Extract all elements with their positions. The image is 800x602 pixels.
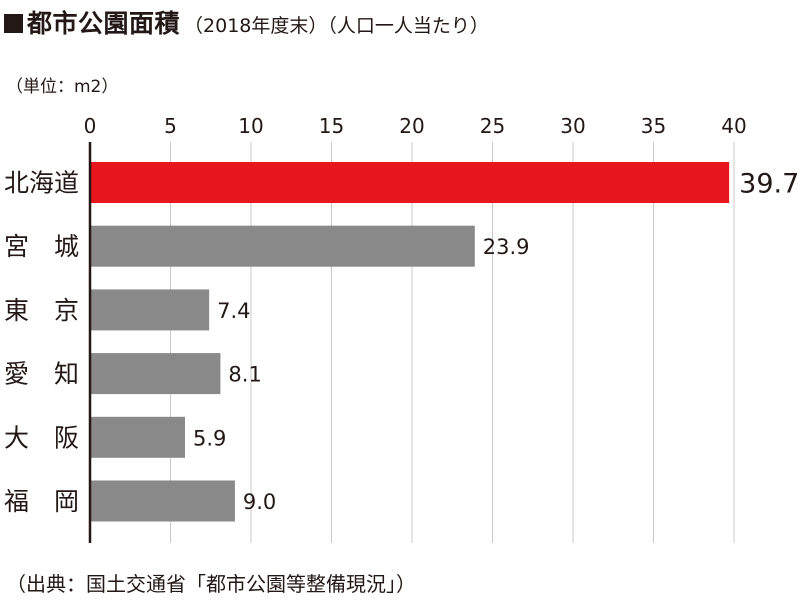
x-tick-label-3: 15 bbox=[319, 114, 344, 138]
x-tick-label-5: 25 bbox=[480, 114, 505, 138]
x-tick-label-2: 10 bbox=[238, 114, 263, 138]
bars bbox=[90, 162, 730, 522]
x-tick-label-4: 20 bbox=[399, 114, 424, 138]
chart-title: 都市公園面積 bbox=[27, 9, 181, 38]
bar-3 bbox=[90, 353, 221, 395]
source-note: （出典：国土交通省「都市公園等整備現況」） bbox=[6, 572, 416, 596]
value-label-5: 9.0 bbox=[243, 490, 276, 514]
x-tick-label-1: 5 bbox=[164, 114, 177, 138]
category-label-5: 福 岡 bbox=[4, 487, 79, 516]
grid-layer bbox=[170, 142, 735, 543]
bar-4 bbox=[90, 416, 185, 458]
tick-labels: 0 5 10 15 20 25 30 35 40 bbox=[84, 114, 747, 138]
bar-1 bbox=[90, 225, 475, 267]
category-label-2: 東 京 bbox=[4, 296, 79, 325]
x-tick-label-0: 0 bbox=[84, 114, 97, 138]
category-label-3: 愛 知 bbox=[4, 360, 79, 389]
value-label-4: 5.9 bbox=[193, 426, 226, 450]
value-label-3: 8.1 bbox=[228, 363, 261, 387]
value-label-1: 23.9 bbox=[483, 235, 530, 259]
bar-5 bbox=[90, 480, 235, 522]
bar-0 bbox=[90, 162, 730, 203]
category-label-0: 北海道 bbox=[4, 169, 79, 198]
bar-2 bbox=[90, 289, 210, 331]
x-tick-label-6: 30 bbox=[560, 114, 585, 138]
x-tick-label-8: 40 bbox=[721, 114, 746, 138]
chart-title-row: 都市公園面積 （2018年度末）（人口一人当たり） bbox=[4, 4, 489, 38]
x-tick-label-7: 35 bbox=[641, 114, 666, 138]
category-label-1: 宮 城 bbox=[4, 232, 79, 261]
value-label-0: 39.7 bbox=[739, 169, 799, 200]
category-label-4: 大 阪 bbox=[4, 423, 79, 452]
chart-subtitle: （2018年度末）（人口一人当たり） bbox=[184, 15, 489, 37]
unit-label: （単位：m2） bbox=[6, 77, 119, 97]
value-labels: 39.7 23.9 7.4 8.1 5.9 9.0 bbox=[193, 169, 799, 515]
title-square-icon bbox=[4, 14, 23, 33]
value-label-2: 7.4 bbox=[217, 299, 250, 323]
